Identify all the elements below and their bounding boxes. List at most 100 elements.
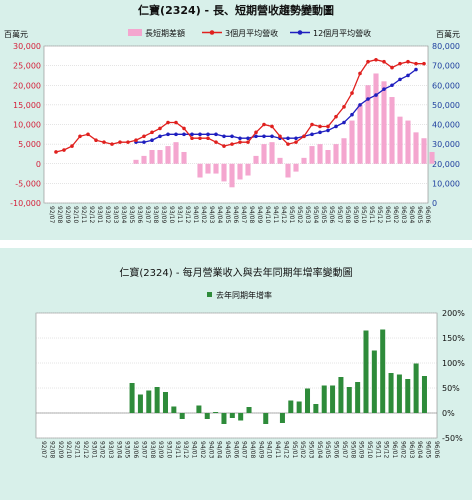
- left-tick-label: 25,000: [13, 62, 41, 71]
- diff-bar: [173, 142, 179, 164]
- ma3-point: [334, 114, 338, 119]
- right-tick-label: 40,000: [432, 121, 460, 130]
- ma12-point: [294, 136, 298, 141]
- ma3-point: [214, 140, 218, 144]
- x-tick-label: 95/11: [374, 441, 381, 458]
- ma3-point: [94, 138, 98, 142]
- x-tick-label: 94/04: [216, 441, 223, 458]
- diff-bar: [325, 150, 331, 164]
- x-tick-label: 95/07: [341, 441, 348, 458]
- ma3-point: [158, 126, 162, 131]
- yoy-bar: [196, 405, 202, 413]
- diff-bar: [149, 150, 155, 164]
- x-tick-label: 93/08: [149, 441, 156, 458]
- ma3-point: [206, 136, 210, 141]
- yoy-bar: [388, 373, 394, 413]
- yoy-bar: [380, 329, 386, 413]
- x-tick-label: 94/04: [216, 206, 223, 223]
- ma3-point: [302, 134, 306, 139]
- ma12-point: [326, 128, 330, 133]
- ma3-point: [230, 142, 234, 146]
- x-tick-label: 93/07: [140, 441, 147, 458]
- yoy-bar: [129, 383, 135, 413]
- x-tick-label: 92/12: [82, 441, 89, 458]
- diff-bar: [229, 163, 235, 188]
- ma12-point: [382, 87, 386, 91]
- ma3-point: [182, 126, 186, 131]
- yoy-bar: [246, 407, 252, 413]
- right-axis-unit: 百萬元: [436, 29, 460, 39]
- x-tick-label: 95/12: [376, 206, 383, 223]
- yoy-bar: [371, 350, 377, 413]
- x-tick-label: 96/06: [424, 206, 431, 223]
- x-tick-label: 95/06: [333, 441, 340, 458]
- x-tick-label: 92/10: [72, 206, 79, 223]
- x-tick-label: 93/07: [144, 206, 151, 223]
- diff-bar: [213, 163, 219, 174]
- yoy-bar: [296, 401, 302, 413]
- legend-label: 長短期差額: [145, 28, 185, 38]
- right-tick-label: 60,000: [432, 81, 460, 90]
- yoy-bar: [321, 385, 327, 413]
- legend-label: 12個月平均營收: [313, 28, 371, 38]
- x-tick-label: 95/03: [304, 206, 311, 223]
- ma12-point: [414, 67, 418, 72]
- x-tick-label: 93/04: [120, 206, 127, 223]
- yoy-bar: [338, 377, 344, 413]
- yoy-bar: [288, 400, 294, 413]
- right-tick-label: 10,000: [432, 179, 460, 188]
- yoy-bar: [330, 385, 336, 413]
- diff-bar: [293, 163, 299, 172]
- x-tick-label: 95/09: [352, 206, 359, 223]
- ma3-point: [350, 91, 354, 95]
- ma12-point: [190, 132, 194, 137]
- yoy-bar: [263, 413, 269, 424]
- ma3-point: [310, 122, 314, 127]
- yoy-bar: [229, 413, 235, 418]
- diff-bar: [261, 144, 267, 164]
- ma3-point: [270, 124, 274, 129]
- ma3-point: [422, 61, 426, 66]
- x-tick-label: 92/08: [49, 441, 56, 458]
- diff-bar: [181, 151, 187, 164]
- ma12-point: [222, 134, 226, 139]
- ma3-point: [190, 136, 194, 141]
- left-tick-label: 15,000: [13, 101, 41, 110]
- x-tick-label: 93/09: [160, 206, 167, 223]
- ma12-point: [238, 136, 242, 141]
- x-tick-label: 95/11: [368, 206, 375, 223]
- ma3-point: [326, 124, 330, 129]
- ma12-point: [350, 112, 354, 117]
- ma3-point: [406, 59, 410, 64]
- x-tick-label: 93/02: [99, 441, 106, 458]
- plot-area: [35, 312, 438, 439]
- yoy-bar: [279, 413, 285, 423]
- ma3-point: [198, 136, 202, 141]
- left-axis-unit: 百萬元: [4, 29, 28, 39]
- x-tick-label: 96/01: [391, 441, 398, 458]
- ma3-point: [134, 138, 138, 142]
- ma3-point: [166, 120, 170, 125]
- ma3-point: [174, 120, 178, 125]
- diff-bar: [373, 73, 379, 164]
- ma12-point: [374, 93, 378, 97]
- ma3-point: [390, 65, 394, 70]
- x-tick-label: 96/02: [399, 441, 406, 458]
- x-tick-label: 95/03: [308, 441, 315, 458]
- x-tick-label: 93/06: [132, 441, 139, 458]
- x-tick-label: 94/12: [280, 206, 287, 223]
- x-tick-label: 94/06: [232, 441, 239, 458]
- ma3-point: [294, 140, 298, 144]
- ma12-point: [198, 132, 202, 137]
- diff-bar: [277, 157, 283, 164]
- left-tick-label: 5,000: [18, 140, 41, 149]
- right-tick-label: 70,000: [432, 62, 460, 71]
- x-tick-label: 93/06: [136, 206, 143, 223]
- right-tick-label: 30,000: [432, 140, 460, 149]
- x-tick-label: 96/03: [400, 206, 407, 223]
- x-tick-label: 93/02: [104, 206, 111, 223]
- ma3-point: [126, 140, 130, 144]
- x-tick-label: 94/01: [192, 206, 199, 223]
- right-tick-label: 20,000: [432, 160, 460, 169]
- ma3-point: [110, 142, 114, 146]
